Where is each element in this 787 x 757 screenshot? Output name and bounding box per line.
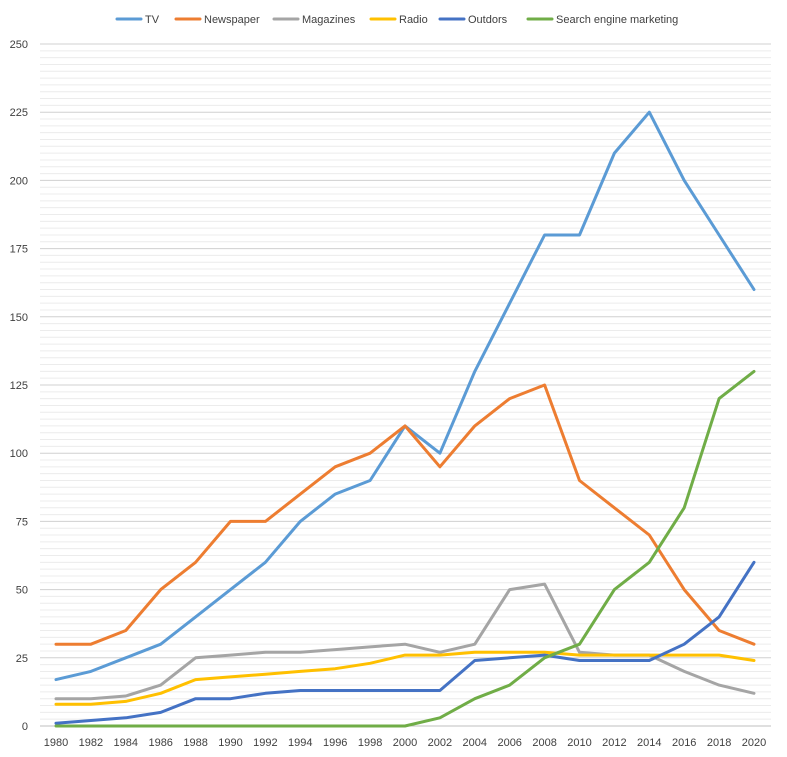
- y-tick-label: 100: [10, 448, 28, 460]
- x-tick-label: 2016: [672, 737, 696, 749]
- y-tick-label: 75: [16, 516, 28, 528]
- x-tick-label: 2010: [567, 737, 591, 749]
- y-tick-label: 0: [22, 721, 28, 733]
- x-axis: 1980 1982 1984 1986 1988 1990 1992 1994 1996 1998…: [44, 737, 766, 749]
- legend: TV Newspaper Magazines Radio Outdors Search e…: [115, 14, 678, 26]
- series-line-tv: [54, 110, 756, 682]
- x-tick-label: 2018: [707, 737, 731, 749]
- legend-label: Radio: [399, 14, 428, 26]
- x-tick-label: 2014: [637, 737, 661, 749]
- x-tick-label: 1980: [44, 737, 68, 749]
- x-tick-label: 1990: [218, 737, 242, 749]
- legend-label: Search engine marketing: [556, 14, 678, 26]
- y-tick-label: 200: [10, 175, 28, 187]
- x-tick-label: 2020: [742, 737, 766, 749]
- x-tick-label: 1986: [148, 737, 172, 749]
- legend-label: Magazines: [302, 14, 356, 26]
- x-tick-label: 1992: [253, 737, 277, 749]
- y-tick-label: 25: [16, 653, 28, 665]
- x-tick-label: 2002: [428, 737, 452, 749]
- y-tick-label: 175: [10, 244, 28, 256]
- legend-label: Outdors: [468, 14, 508, 26]
- y-tick-label: 125: [10, 380, 28, 392]
- y-tick-label: 225: [10, 107, 28, 119]
- series-line-radio: [54, 650, 756, 706]
- series-line-search-engine-marketing: [54, 369, 756, 728]
- x-tick-label: 1982: [79, 737, 103, 749]
- y-tick-label: 250: [10, 39, 28, 51]
- x-tick-label: 2004: [463, 737, 487, 749]
- series-line-outdors: [54, 560, 756, 725]
- y-tick-label: 50: [16, 585, 28, 597]
- x-tick-label: 2006: [497, 737, 521, 749]
- series-line-newspaper: [54, 383, 756, 646]
- x-tick-label: 1984: [114, 737, 138, 749]
- x-tick-label: 1994: [288, 737, 312, 749]
- x-tick-label: 2012: [602, 737, 626, 749]
- x-tick-label: 1998: [358, 737, 382, 749]
- series-lines: [54, 110, 756, 728]
- y-tick-label: 150: [10, 312, 28, 324]
- series-line-magazines: [54, 582, 756, 701]
- grid: [40, 43, 771, 727]
- x-tick-label: 1996: [323, 737, 347, 749]
- legend-label: TV: [145, 14, 160, 26]
- x-tick-label: 1988: [183, 737, 207, 749]
- legend-label: Newspaper: [204, 14, 260, 26]
- x-tick-label: 2008: [532, 737, 556, 749]
- y-axis: 0 25 50 75 100 125 150 175 200 225 250: [10, 39, 28, 733]
- x-tick-label: 2000: [393, 737, 417, 749]
